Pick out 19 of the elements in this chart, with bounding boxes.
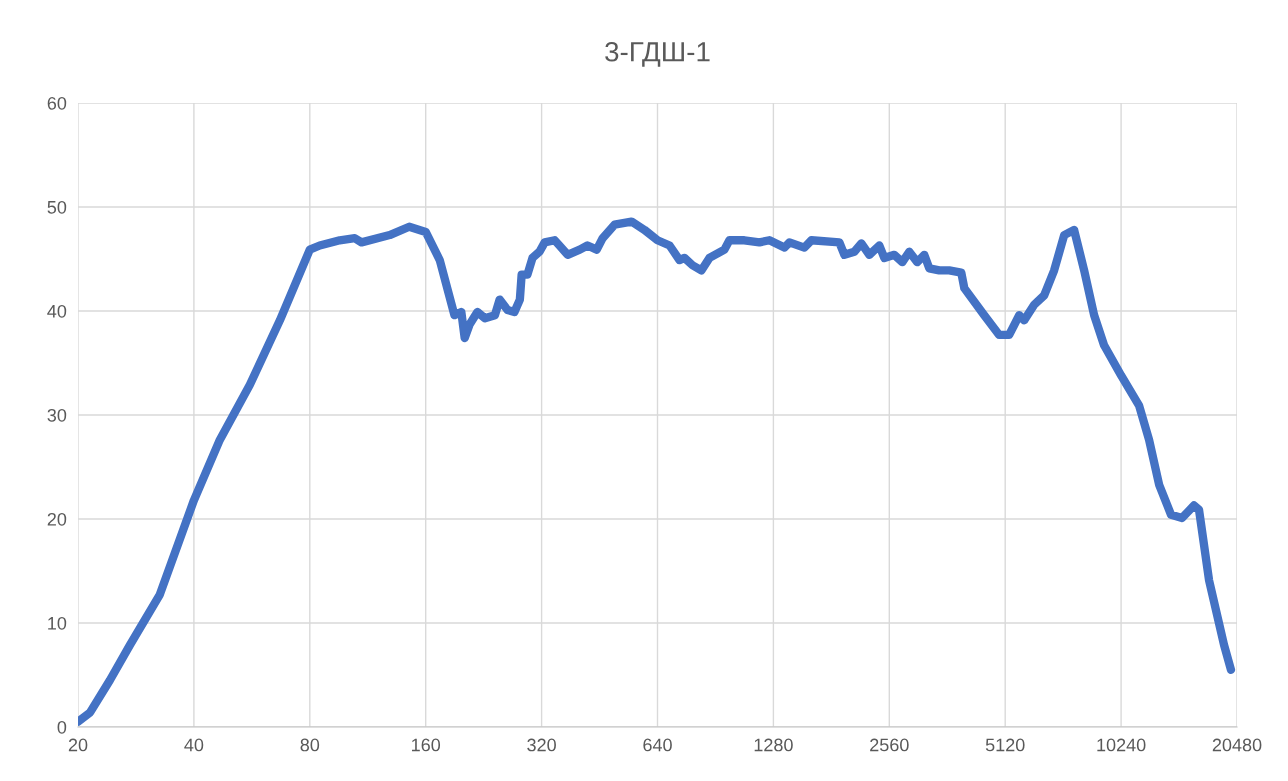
x-tick-label: 5120 bbox=[985, 738, 1025, 752]
x-tick-label: 2560 bbox=[870, 738, 909, 752]
x-tick-label: 1280 bbox=[754, 738, 793, 752]
y-tick-label: 50 bbox=[47, 200, 67, 214]
x-tick-label: 320 bbox=[527, 738, 556, 752]
x-tick-label: 80 bbox=[300, 738, 320, 752]
chart-title: 3-ГДШ-1 bbox=[605, 41, 710, 67]
x-tick-label: 640 bbox=[643, 738, 672, 752]
y-tick-label: 20 bbox=[47, 512, 67, 526]
x-tick-label: 40 bbox=[184, 738, 204, 752]
x-tick-label: 10240 bbox=[1097, 738, 1146, 752]
x-tick-label: 160 bbox=[412, 738, 441, 752]
x-tick-label: 20 bbox=[68, 738, 88, 752]
y-tick-label: 0 bbox=[57, 720, 67, 734]
y-tick-label: 60 bbox=[47, 96, 67, 110]
y-tick-label: 40 bbox=[47, 304, 67, 318]
y-tick-label: 10 bbox=[48, 616, 67, 630]
x-tick-label: 20480 bbox=[1212, 738, 1262, 752]
y-tick-label: 30 bbox=[47, 408, 67, 422]
